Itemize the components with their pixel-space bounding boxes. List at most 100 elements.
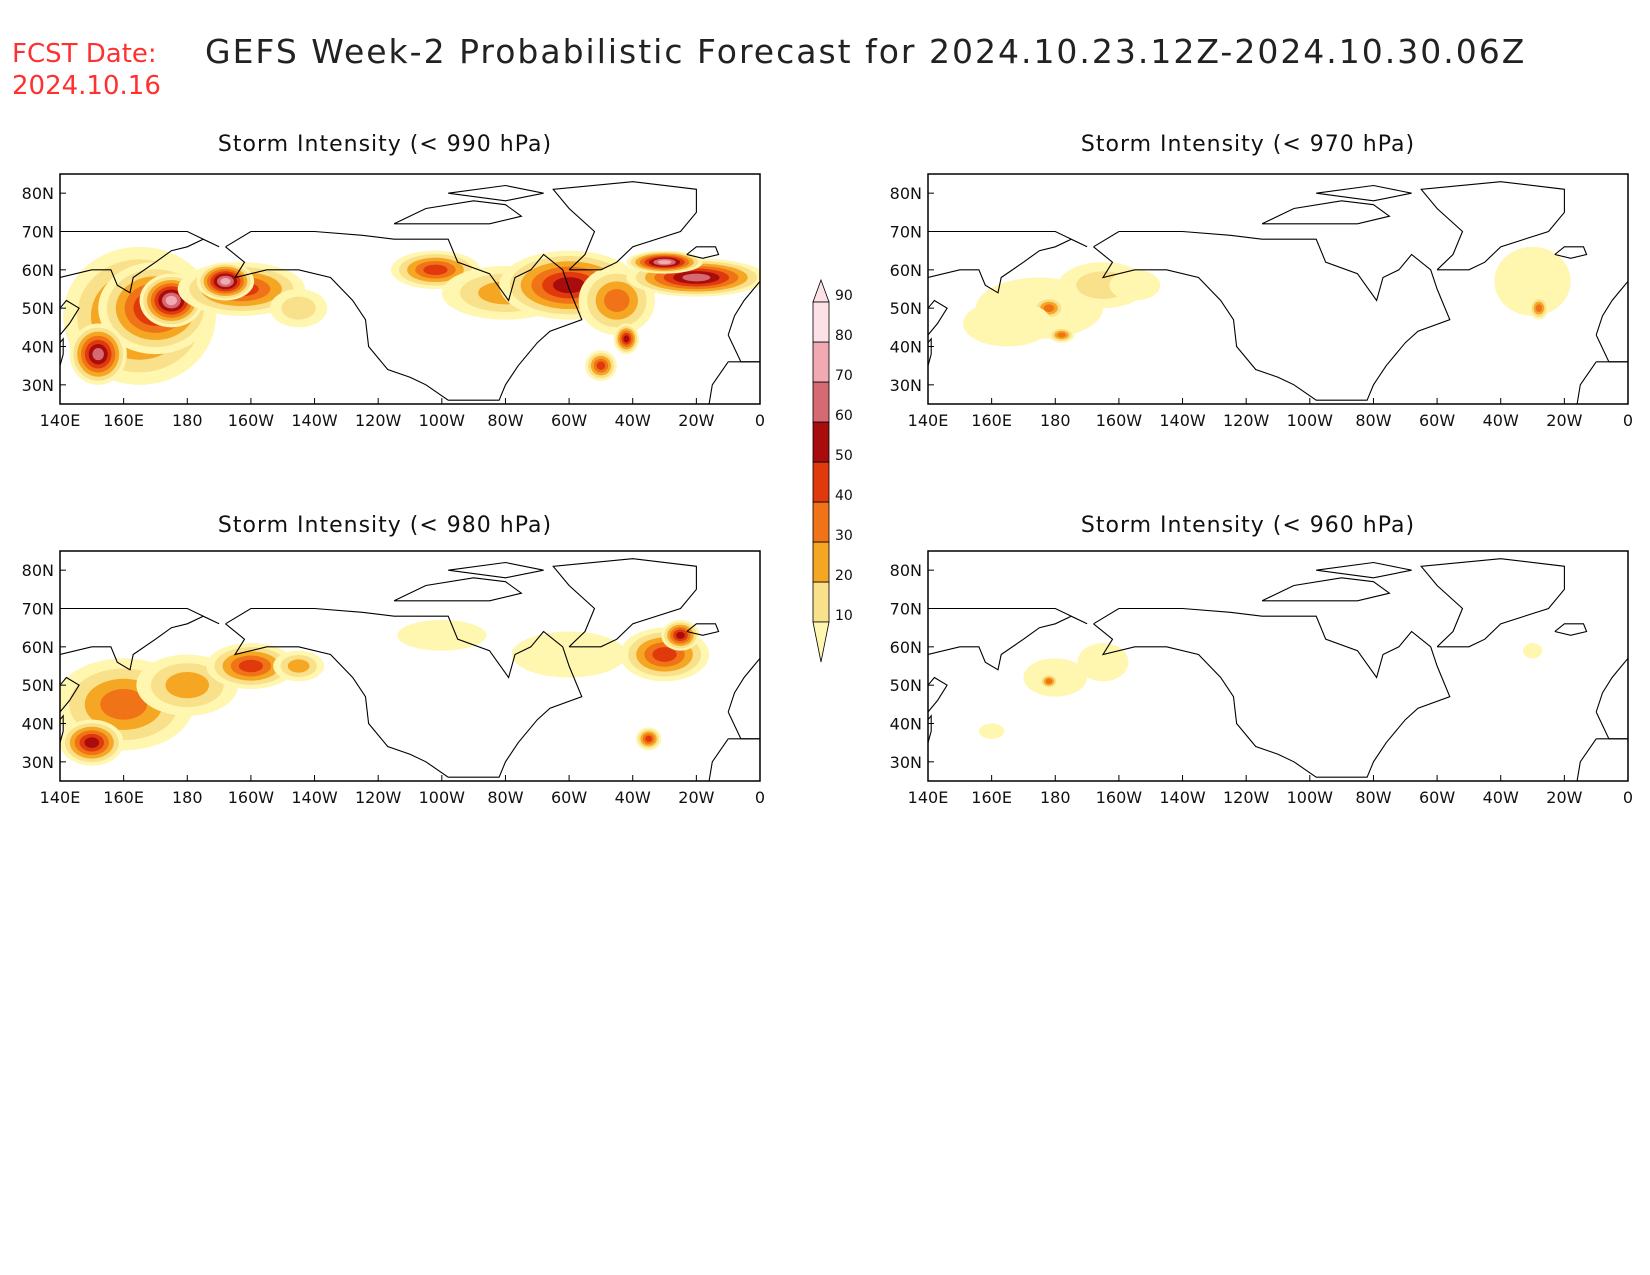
x-tick-label: 20W	[1546, 788, 1582, 807]
page-title: GEFS Week-2 Probabilistic Forecast for 2…	[205, 32, 1527, 71]
coastline	[448, 184, 544, 202]
probability-area	[682, 273, 711, 282]
y-tick-label: 80N	[890, 184, 922, 203]
x-tick-label: 180	[1040, 411, 1071, 430]
coastline	[928, 299, 948, 336]
x-tick-label: 160E	[971, 788, 1012, 807]
coastline	[393, 200, 523, 225]
colorbar-segment	[812, 381, 830, 423]
coastline	[686, 623, 720, 636]
probability-area	[623, 335, 630, 343]
x-tick-label: 120W	[355, 788, 402, 807]
probability-area	[1043, 304, 1055, 312]
coastline	[1420, 181, 1565, 271]
colorbar-label: 60	[835, 408, 853, 424]
probability-area	[165, 295, 177, 306]
x-tick-label: 160W	[228, 788, 275, 807]
probability-area	[652, 647, 677, 662]
colorbar-segment	[812, 461, 830, 503]
x-tick-label: 0	[1623, 788, 1633, 807]
y-tick-label: 30N	[22, 376, 54, 395]
y-tick-label: 40N	[890, 715, 922, 734]
x-tick-label: 160E	[971, 411, 1012, 430]
x-tick-label: 60W	[551, 411, 587, 430]
x-tick-label: 100W	[419, 411, 466, 430]
y-tick-label: 70N	[890, 600, 922, 619]
probability-area	[1077, 643, 1129, 682]
x-tick-label: 40W	[1483, 788, 1519, 807]
y-tick-label: 30N	[890, 376, 922, 395]
probability-area	[1057, 332, 1066, 338]
x-tick-label: 40W	[615, 411, 651, 430]
panel-title-980: Storm Intensity (< 980 hPa)	[217, 513, 553, 538]
colorbar-label: 10	[835, 608, 853, 624]
probability-area	[978, 723, 1005, 739]
coastline	[928, 607, 1088, 671]
y-tick-label: 50N	[890, 676, 922, 695]
y-tick-label: 50N	[22, 676, 54, 695]
colorbar-segment	[812, 301, 830, 343]
colorbar-label: 80	[835, 328, 853, 344]
x-tick-label: 120W	[1223, 788, 1270, 807]
x-tick-label: 120W	[355, 411, 402, 430]
x-tick-label: 20W	[678, 411, 714, 430]
map-frame	[59, 173, 761, 405]
colorbar-triangle-top	[812, 278, 830, 303]
probability-area	[165, 672, 210, 699]
x-tick-label: 80W	[1355, 788, 1391, 807]
coastline	[708, 361, 760, 404]
y-tick-label: 80N	[890, 561, 922, 580]
probability-area	[423, 264, 448, 276]
x-tick-label: 140E	[40, 411, 81, 430]
probability-area	[596, 361, 606, 370]
x-tick-label: 40W	[615, 788, 651, 807]
x-tick-label: 140E	[908, 788, 949, 807]
forecast-date-block: FCST Date: 2024.10.16	[12, 38, 161, 102]
y-tick-label: 30N	[22, 753, 54, 772]
panel-title-990: Storm Intensity (< 990 hPa)	[217, 132, 553, 157]
map-panel-960: 140E 160E 180 160W 140W 120W 100W 80W 60W 40W 20W 0…	[890, 550, 1633, 807]
x-tick-label: 160W	[228, 411, 275, 430]
y-tick-label: 50N	[890, 299, 922, 318]
y-tick-label: 60N	[890, 261, 922, 280]
coastline	[60, 299, 80, 336]
x-tick-label: 160W	[1096, 788, 1143, 807]
colorbar-segment	[812, 581, 830, 623]
colorbar-triangle-bottom	[812, 621, 830, 663]
y-tick-label: 50N	[22, 299, 54, 318]
coastline	[552, 558, 697, 648]
colorbar-label: 40	[835, 488, 853, 504]
x-tick-label: 20W	[1546, 411, 1582, 430]
x-tick-label: 160E	[103, 788, 144, 807]
x-tick-label: 60W	[1419, 411, 1455, 430]
probability-area	[604, 289, 630, 312]
panel-title-970: Storm Intensity (< 970 hPa)	[1080, 132, 1416, 157]
forecast-date-label: FCST Date:	[12, 39, 157, 69]
forecast-date-value: 2024.10.16	[12, 71, 161, 101]
x-tick-label: 100W	[1287, 788, 1334, 807]
probability-area	[92, 348, 104, 361]
coastline	[225, 607, 583, 778]
coastline	[1093, 607, 1451, 778]
x-tick-label: 180	[172, 411, 203, 430]
x-tick-label: 0	[1623, 411, 1633, 430]
y-tick-label: 40N	[890, 338, 922, 357]
x-tick-label: 80W	[487, 411, 523, 430]
probability-area	[1045, 678, 1053, 684]
x-tick-label: 80W	[487, 788, 523, 807]
coastline	[928, 230, 1088, 294]
probability-area	[511, 631, 627, 678]
y-tick-label: 70N	[890, 223, 922, 242]
probability-area	[220, 277, 231, 285]
coastline	[1554, 623, 1588, 636]
probability-area	[1523, 643, 1543, 659]
x-tick-label: 120W	[1223, 411, 1270, 430]
probability-area	[238, 659, 264, 673]
coastline	[448, 561, 544, 579]
x-tick-label: 80W	[1355, 411, 1391, 430]
x-tick-label: 60W	[1419, 788, 1455, 807]
coastline	[1554, 246, 1588, 259]
coastline	[393, 577, 523, 602]
x-tick-label: 20W	[678, 788, 714, 807]
